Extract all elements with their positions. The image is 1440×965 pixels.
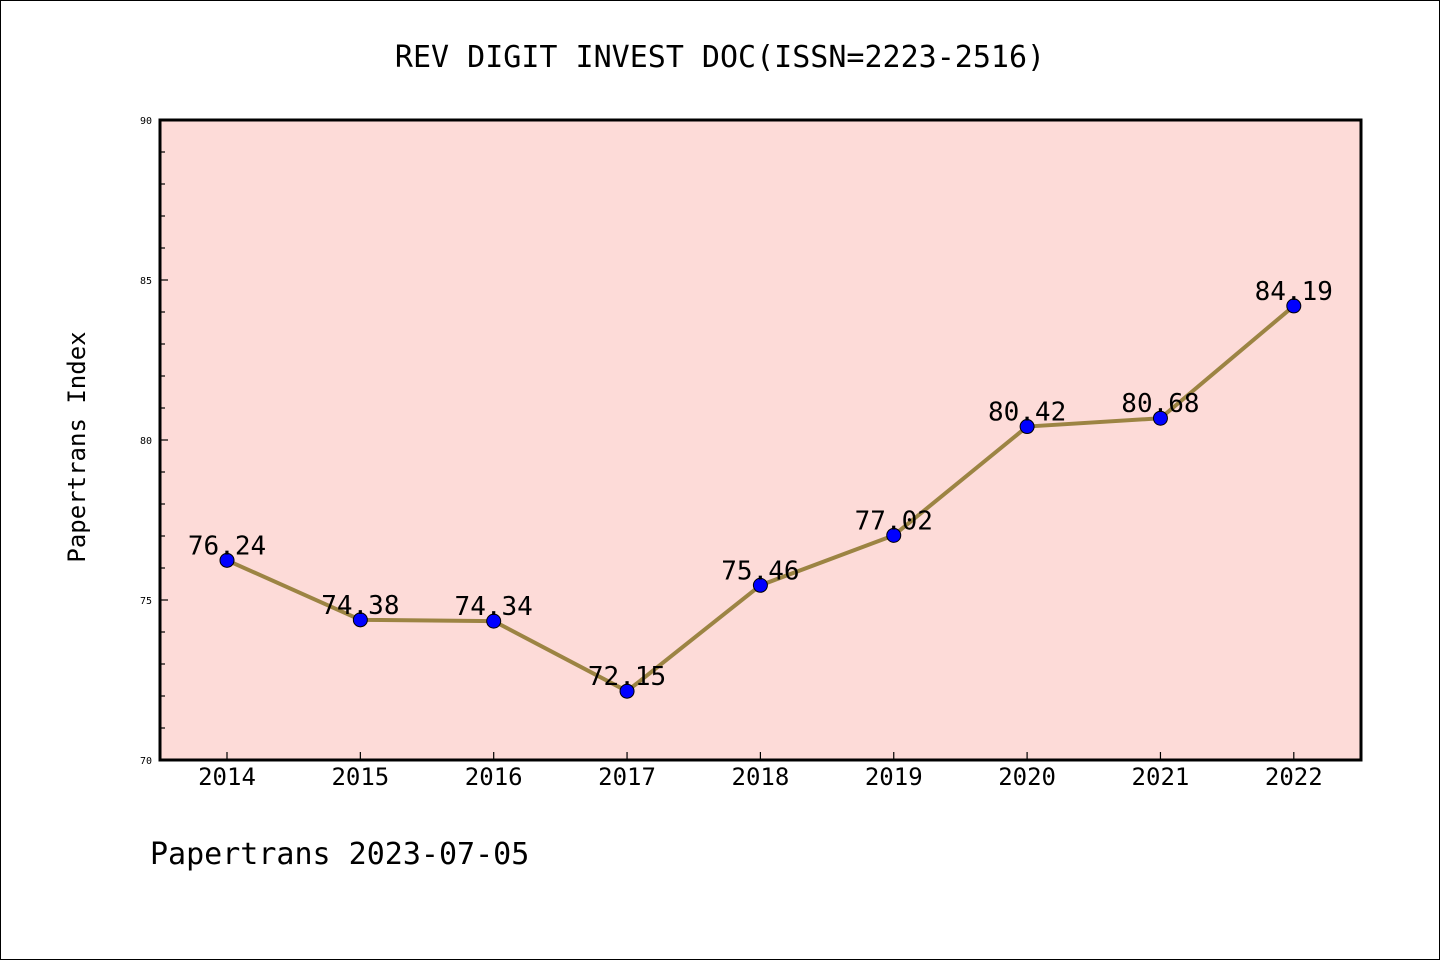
y-tick-label: 85	[140, 276, 152, 287]
y-axis-label: Papertrans Index	[63, 331, 91, 562]
data-label: 84.19	[1255, 277, 1333, 307]
y-tick-label: 75	[140, 596, 152, 607]
plot-frame	[158, 118, 1363, 762]
data-label: 72.15	[588, 662, 666, 692]
data-point	[352, 612, 368, 628]
footer-text: Papertrans 2023-07-05	[150, 837, 529, 872]
data-label: 74.38	[321, 591, 399, 621]
x-axis: 2014 2015 2016 2017 2018 2019 2020 2021 2022	[198, 752, 1323, 791]
data-point	[1152, 410, 1168, 426]
y-tick-label: 70	[140, 756, 152, 767]
x-tick-label: 2015	[331, 763, 389, 791]
data-label: 80.68	[1121, 389, 1199, 419]
data-point	[886, 527, 902, 543]
data-point	[619, 683, 635, 699]
x-tick-label: 2017	[598, 763, 656, 791]
data-point	[1019, 419, 1035, 435]
chart-title: REV DIGIT INVEST DOC(ISSN=2223-2516)	[395, 40, 1045, 75]
plot-area	[160, 120, 1361, 760]
y-tick-label: 80	[140, 436, 152, 447]
x-tick-label: 2016	[465, 763, 523, 791]
data-label: 75.46	[721, 556, 799, 586]
x-tick-label: 2019	[865, 763, 923, 791]
x-tick-label: 2021	[1132, 763, 1190, 791]
y-tick-label: 90	[140, 116, 152, 127]
data-label: 77.02	[855, 506, 933, 536]
data-label: 74.34	[455, 592, 533, 622]
data-label: 80.42	[988, 398, 1066, 428]
x-tick-label: 2014	[198, 763, 256, 791]
data-point	[486, 613, 502, 629]
data-point	[752, 577, 768, 593]
x-tick-label: 2022	[1265, 763, 1323, 791]
x-tick-label: 2018	[732, 763, 790, 791]
series-layer: 76.24 74.38 74.34 72.15 75.46 77.02 80.42 80.68…	[188, 277, 1333, 699]
x-tick-label: 2020	[998, 763, 1056, 791]
data-point	[219, 552, 235, 568]
data-point	[1286, 298, 1302, 314]
data-label: 76.24	[188, 531, 266, 561]
